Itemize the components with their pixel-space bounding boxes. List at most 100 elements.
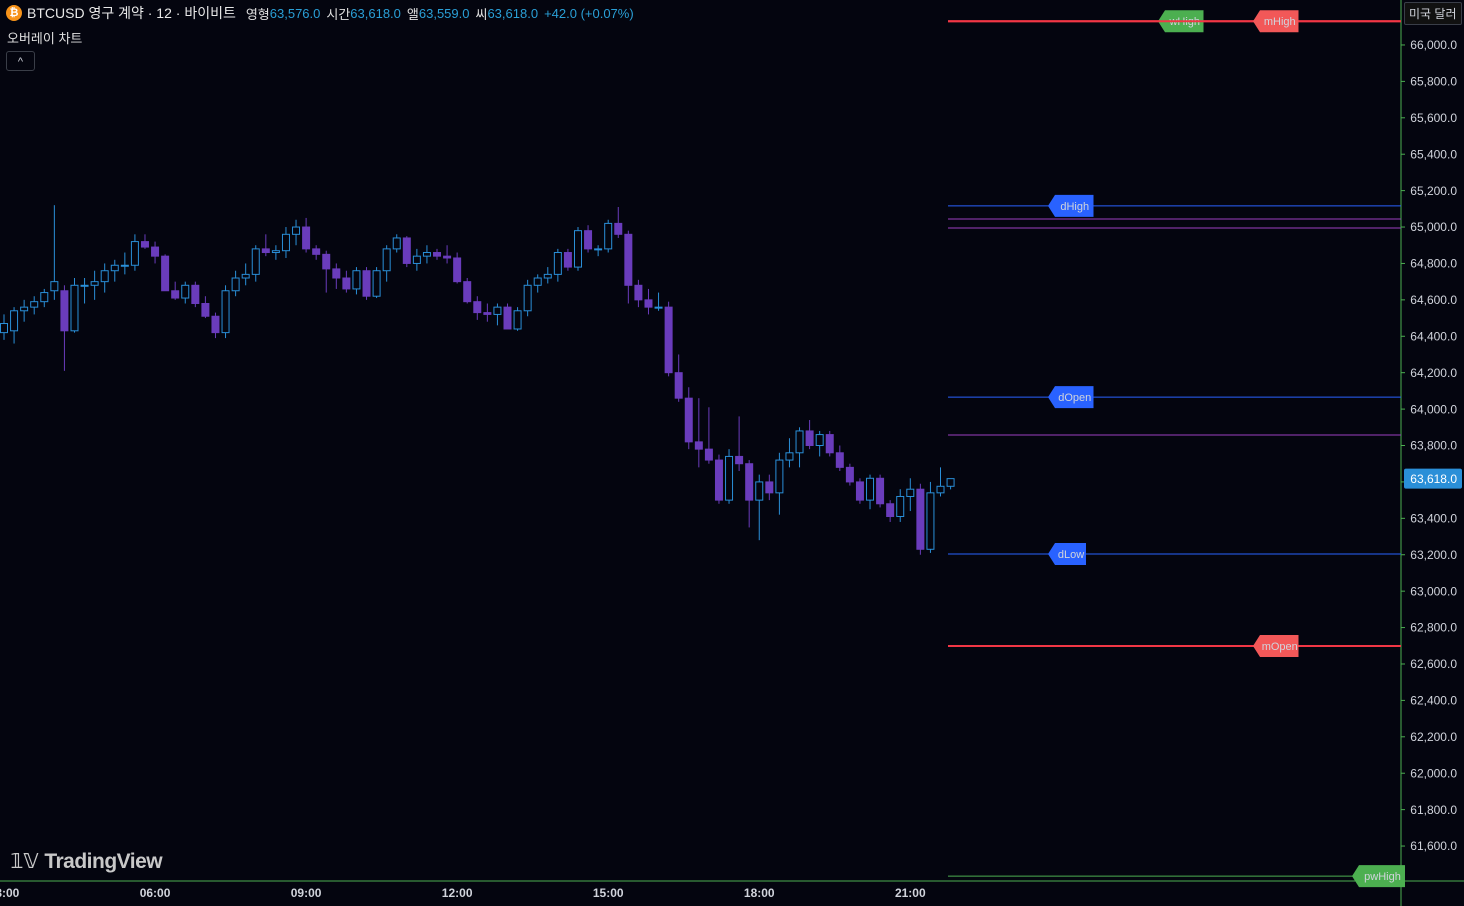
candle-body — [241, 273, 250, 279]
level-label-box — [1048, 194, 1094, 217]
candle-body — [362, 270, 371, 297]
candle-body — [664, 306, 673, 374]
y-tick-label: 63,800.0 — [1410, 439, 1457, 453]
candle-body — [40, 292, 49, 303]
candle-body — [594, 248, 603, 251]
candle-body — [10, 310, 19, 332]
overlay-label[interactable]: 오버레이 차트 — [7, 31, 83, 46]
candle-body — [584, 230, 593, 250]
candle-body — [523, 284, 532, 312]
y-tick-label: 65,400.0 — [1410, 147, 1457, 161]
currency-button[interactable]: 미국 달러 — [1404, 2, 1462, 25]
candle-body — [714, 459, 723, 501]
candle-body — [312, 248, 321, 255]
candle-body — [825, 434, 834, 454]
candle-body — [614, 222, 623, 235]
ohlc-label: 씨 — [475, 6, 488, 22]
y-tick-label: 62,000.0 — [1410, 766, 1457, 780]
candle-body — [422, 252, 431, 257]
ohlc-value: 63,559.0 — [418, 5, 470, 21]
candle-body — [130, 241, 139, 266]
last-price-label: 63,618.0 — [1410, 472, 1457, 486]
candle-body — [553, 252, 562, 275]
candle-body — [916, 488, 925, 550]
candle-body — [513, 310, 522, 330]
candle-body — [725, 455, 734, 501]
y-tick-label: 64,200.0 — [1410, 366, 1457, 380]
candle-body — [100, 270, 109, 283]
candle-body — [80, 284, 89, 287]
level-label-box — [1048, 386, 1094, 409]
candle-body — [573, 230, 582, 268]
level-label: dOpen — [1058, 392, 1091, 404]
candle-body — [332, 268, 341, 279]
candle-body — [120, 264, 129, 267]
y-tick-label: 65,800.0 — [1410, 75, 1457, 89]
ohlc-label: 영형 — [245, 6, 270, 22]
candle-body — [604, 222, 613, 250]
level-label: mOpen — [1262, 641, 1298, 653]
level-label-box — [1253, 10, 1299, 33]
candle-body — [70, 284, 79, 332]
level-label: dHigh — [1060, 201, 1089, 213]
y-tick-label: 62,200.0 — [1410, 730, 1457, 744]
candle-body — [221, 290, 230, 334]
candle-body — [926, 492, 935, 550]
candle-body — [855, 481, 864, 501]
y-tick-label: 66,000.0 — [1410, 38, 1457, 52]
x-tick-label: 12:00 — [442, 886, 473, 900]
x-tick-label: 21:00 — [895, 886, 926, 900]
y-tick-label: 63,400.0 — [1410, 512, 1457, 526]
candle-body — [201, 302, 210, 317]
y-tick-label: 62,600.0 — [1410, 657, 1457, 671]
y-tick-label: 64,600.0 — [1410, 293, 1457, 307]
x-tick-label: 15:00 — [593, 886, 624, 900]
candle-body — [372, 270, 381, 297]
change: +42.0 (+0.07%) — [544, 5, 634, 21]
candle-body — [322, 253, 331, 270]
candle-body — [302, 226, 311, 250]
watermark-text: TradingView — [44, 850, 163, 873]
level-label: mHigh — [1264, 16, 1296, 28]
candle-body — [392, 237, 401, 250]
candle-body — [866, 477, 875, 501]
level-label: pwHigh — [1364, 871, 1401, 883]
candle-body — [463, 281, 472, 303]
candle-body — [352, 270, 361, 290]
ohlc-value: 63,618.0 — [350, 5, 401, 21]
x-tick-label: 18:00 — [744, 886, 775, 900]
level-label: dLow — [1058, 549, 1084, 561]
candle-body — [171, 290, 180, 299]
candle-body — [493, 306, 502, 315]
candle-body — [563, 252, 572, 268]
candle-body — [50, 281, 59, 292]
candle-body — [271, 250, 280, 254]
candle-body — [805, 430, 814, 447]
symbol-icon: ₿ — [6, 5, 22, 21]
symbol[interactable]: BTCUSD 영구 계약 · 12 · 바이비트 — [27, 5, 236, 21]
candle-body — [90, 281, 99, 286]
header: ₿ BTCUSD 영구 계약 · 12 · 바이비트 영형 63,576.0 시간… — [6, 3, 640, 23]
y-tick-label: 63,200.0 — [1410, 548, 1457, 562]
candle-body — [694, 441, 703, 450]
collapse-button[interactable]: ^ — [6, 51, 35, 71]
ohlc-value: 63,576.0 — [269, 5, 321, 21]
candle-body — [453, 257, 462, 283]
candle-body — [745, 463, 754, 501]
y-tick-label: 61,600.0 — [1410, 839, 1457, 853]
candle-body — [191, 284, 200, 304]
candle-body — [251, 248, 260, 275]
candle-body — [30, 301, 39, 308]
level-label-box — [1352, 865, 1405, 888]
level-label-box — [1253, 634, 1299, 657]
candle-body — [412, 255, 421, 264]
y-tick-label: 62,400.0 — [1410, 694, 1457, 708]
candle-body — [261, 248, 270, 254]
y-tick-label: 62,800.0 — [1410, 621, 1457, 635]
candle-body — [60, 290, 69, 332]
x-tick-label: 06:00 — [140, 886, 171, 900]
y-tick-label: 65,600.0 — [1410, 111, 1457, 125]
candle-body — [181, 284, 190, 299]
y-tick-label: 65,000.0 — [1410, 220, 1457, 234]
candle-body — [382, 248, 391, 272]
